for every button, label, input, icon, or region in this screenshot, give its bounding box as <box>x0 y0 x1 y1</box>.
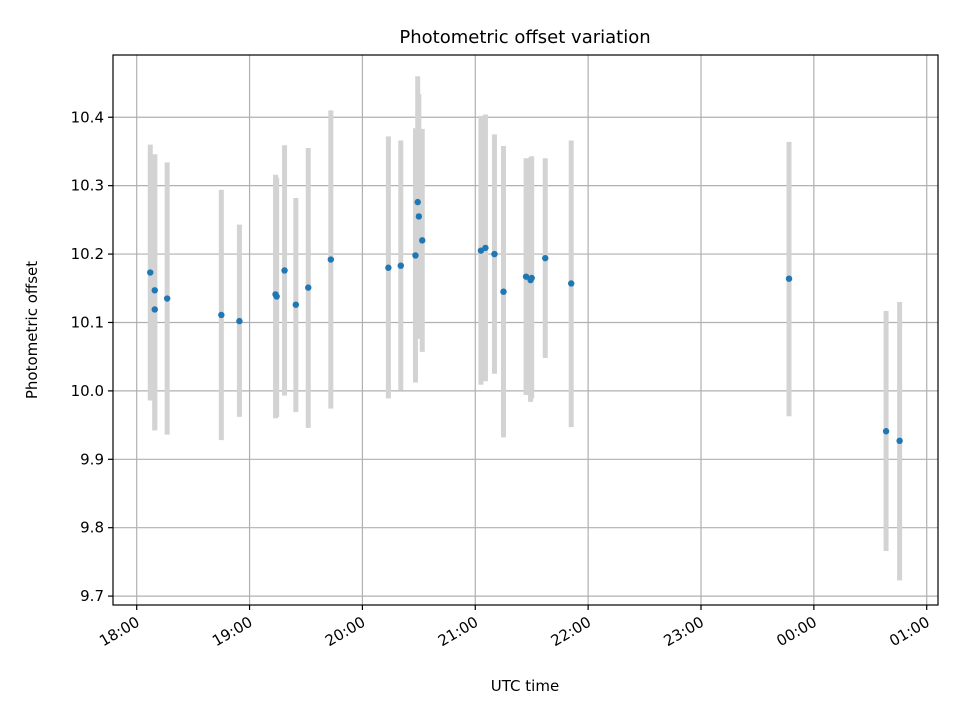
y-tick-label: 9.8 <box>80 519 104 537</box>
y-tick-label: 10.0 <box>71 382 104 400</box>
chart-title: Photometric offset variation <box>399 27 650 48</box>
y-tick-label: 10.3 <box>71 177 104 195</box>
data-point <box>414 198 421 206</box>
plot-frame <box>112 54 939 606</box>
data-point <box>305 284 312 291</box>
data-point <box>273 293 280 300</box>
y-axis: 9.7 9.8 9.9 10.0 10.1 10.2 10.3 10.4 <box>71 108 113 605</box>
data-point <box>327 256 335 263</box>
data-point <box>522 273 530 280</box>
y-tick-label: 10.1 <box>71 313 104 331</box>
data-point <box>896 437 903 445</box>
data-point <box>482 244 489 252</box>
y-tick-label: 10.2 <box>71 245 104 263</box>
data-point <box>528 274 535 282</box>
data-point <box>163 295 171 302</box>
x-axis-label: UTC time <box>491 677 559 695</box>
y-tick-label: 9.7 <box>80 587 104 605</box>
data-point <box>415 213 423 220</box>
data-point <box>542 254 549 262</box>
y-axis-label: Photometric offset <box>23 261 41 399</box>
data-point <box>281 267 288 274</box>
data-point <box>568 280 575 287</box>
data-point <box>292 301 300 308</box>
data-point <box>151 287 158 294</box>
y-tick-label: 9.9 <box>80 450 104 468</box>
data-point <box>218 311 225 319</box>
data-points <box>147 198 903 445</box>
data-point <box>397 262 404 269</box>
data-point <box>385 264 392 271</box>
data-point <box>412 252 419 259</box>
data-point <box>882 428 890 435</box>
data-point <box>419 237 426 244</box>
data-point <box>147 269 154 276</box>
y-tick-label: 10.4 <box>71 108 104 126</box>
data-point <box>500 288 507 295</box>
data-point <box>491 250 498 258</box>
data-point <box>236 317 243 325</box>
data-point <box>151 306 158 313</box>
data-point <box>785 275 793 282</box>
